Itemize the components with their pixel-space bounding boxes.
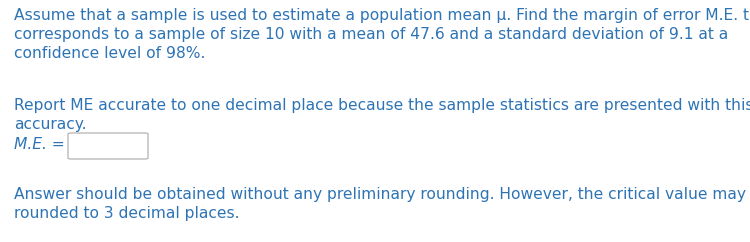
Text: confidence level of 98%.: confidence level of 98%. xyxy=(14,46,206,61)
Text: M.E. =: M.E. = xyxy=(14,137,64,152)
Text: Assume that a sample is used to estimate a population mean μ. Find the margin of: Assume that a sample is used to estimate… xyxy=(14,8,750,23)
FancyBboxPatch shape xyxy=(68,133,148,159)
Text: rounded to 3 decimal places.: rounded to 3 decimal places. xyxy=(14,206,239,221)
Text: Report ME accurate to one decimal place because the sample statistics are presen: Report ME accurate to one decimal place … xyxy=(14,98,750,113)
Text: corresponds to a sample of size 10 with a mean of 47.6 and a standard deviation : corresponds to a sample of size 10 with … xyxy=(14,27,728,42)
Text: Answer should be obtained without any preliminary rounding. However, the critica: Answer should be obtained without any pr… xyxy=(14,187,750,202)
Text: accuracy.: accuracy. xyxy=(14,117,86,132)
